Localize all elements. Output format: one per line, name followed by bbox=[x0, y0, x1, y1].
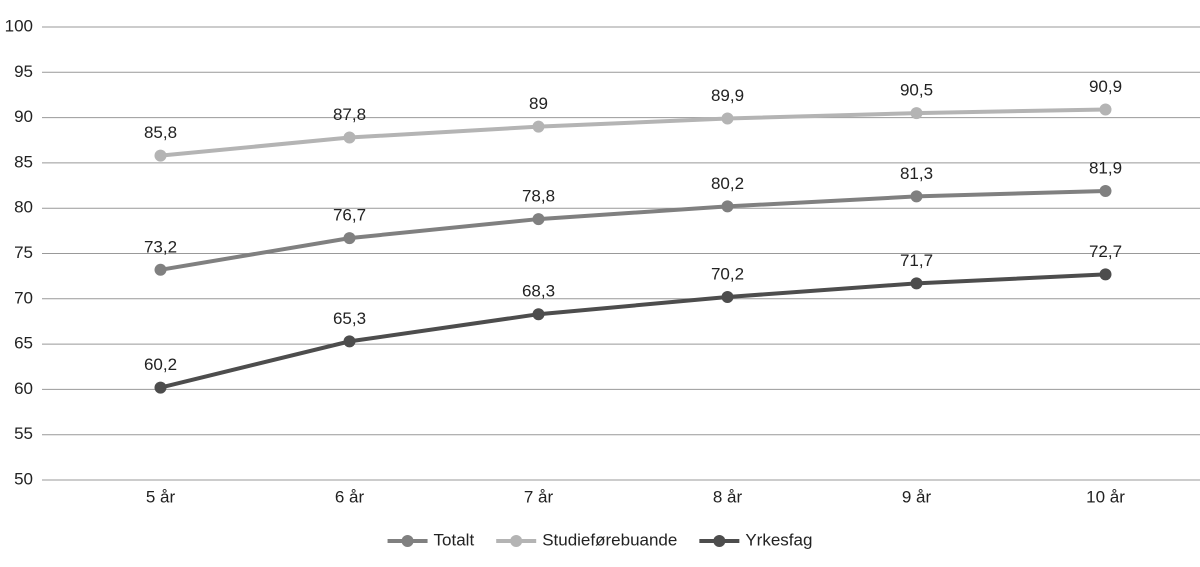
y-tick-label: 85 bbox=[14, 152, 33, 171]
data-point bbox=[343, 232, 356, 245]
y-tick-label: 70 bbox=[14, 288, 33, 307]
data-point bbox=[910, 277, 923, 290]
data-point bbox=[532, 213, 545, 226]
data-label: 89,9 bbox=[711, 86, 744, 105]
data-point bbox=[532, 120, 545, 133]
data-label: 81,3 bbox=[900, 164, 933, 183]
data-label: 76,7 bbox=[333, 206, 366, 225]
data-label: 85,8 bbox=[144, 123, 177, 142]
legend-label: Yrkesfag bbox=[745, 530, 812, 549]
y-tick-label: 100 bbox=[5, 16, 33, 35]
series-line bbox=[160, 188, 1106, 272]
legend-item: Studieførebuande bbox=[496, 530, 677, 549]
y-tick-label: 50 bbox=[14, 469, 33, 488]
x-tick-label: 9 år bbox=[902, 487, 932, 506]
y-tick-label: 95 bbox=[14, 62, 33, 81]
legend-marker bbox=[713, 535, 726, 547]
y-tick-label: 55 bbox=[14, 424, 33, 443]
data-label: 81,9 bbox=[1089, 158, 1122, 177]
legend-label: Studieførebuande bbox=[542, 530, 677, 549]
y-tick-label: 75 bbox=[14, 243, 33, 262]
x-tick-label: 10 år bbox=[1086, 487, 1125, 506]
data-label: 80,2 bbox=[711, 174, 744, 193]
data-label: 89 bbox=[529, 94, 548, 113]
data-point bbox=[154, 381, 167, 394]
data-point bbox=[910, 190, 923, 203]
legend-label: Totalt bbox=[434, 530, 475, 549]
data-point bbox=[154, 263, 167, 276]
data-label: 90,5 bbox=[900, 81, 933, 100]
y-tick-label: 65 bbox=[14, 334, 33, 353]
data-label: 60,2 bbox=[144, 355, 177, 374]
y-tick-label: 60 bbox=[14, 379, 33, 398]
data-point bbox=[721, 112, 734, 125]
data-point bbox=[1099, 268, 1112, 281]
data-point bbox=[532, 308, 545, 321]
data-label: 65,3 bbox=[333, 309, 366, 328]
data-label: 68,3 bbox=[522, 282, 555, 301]
x-tick-label: 8 år bbox=[713, 487, 743, 506]
data-label: 90,9 bbox=[1089, 77, 1122, 96]
data-label: 72,7 bbox=[1089, 242, 1122, 261]
series-line bbox=[160, 107, 1106, 158]
legend-item: Yrkesfag bbox=[699, 530, 812, 549]
data-label: 73,2 bbox=[144, 237, 177, 256]
x-tick-label: 7 år bbox=[524, 487, 554, 506]
data-point bbox=[910, 107, 923, 120]
legend-item: Totalt bbox=[387, 530, 475, 549]
legend-marker bbox=[510, 535, 523, 547]
data-label: 71,7 bbox=[900, 251, 933, 270]
x-tick-label: 5 år bbox=[146, 487, 176, 506]
data-point bbox=[343, 335, 356, 348]
data-point bbox=[1099, 103, 1112, 116]
data-label: 78,8 bbox=[522, 187, 555, 206]
data-label: 87,8 bbox=[333, 105, 366, 124]
y-tick-label: 80 bbox=[14, 198, 33, 217]
x-tick-label: 6 år bbox=[335, 487, 365, 506]
data-point bbox=[154, 149, 167, 162]
y-tick-label: 90 bbox=[14, 107, 33, 126]
data-point bbox=[1099, 184, 1112, 197]
series-line bbox=[160, 272, 1106, 390]
data-point bbox=[721, 290, 734, 303]
data-label: 70,2 bbox=[711, 264, 744, 283]
data-point bbox=[343, 131, 356, 144]
legend-marker bbox=[401, 535, 414, 547]
data-point bbox=[721, 200, 734, 213]
